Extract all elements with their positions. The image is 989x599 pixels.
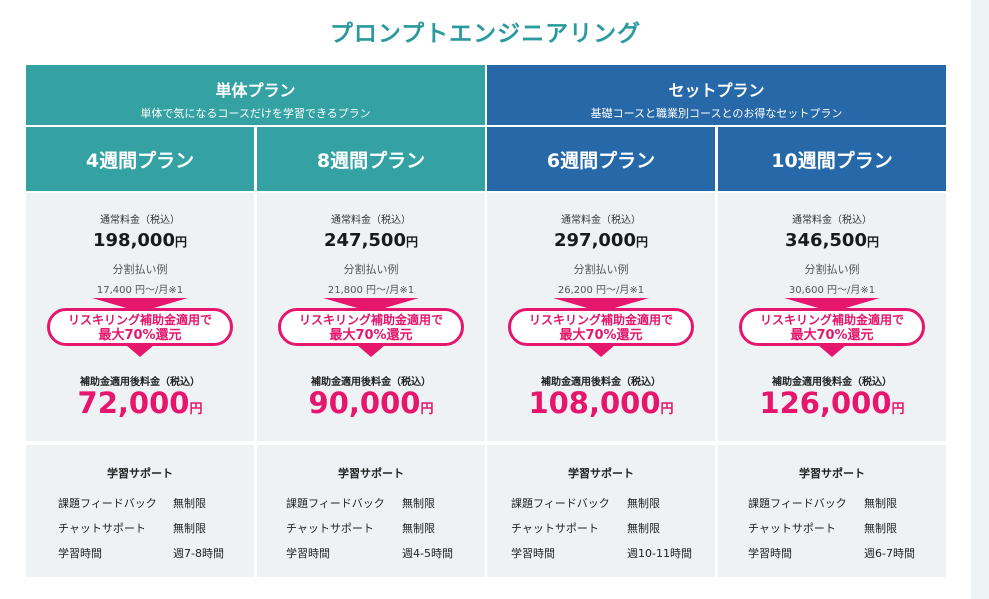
- feedback-value: 無制限: [402, 497, 435, 510]
- subsidy-badge: リスキリング補助金適用で 最大70%還元: [487, 298, 715, 357]
- subsidy-fee-label: 補助金適用後料金（税込）: [541, 377, 661, 388]
- plan-title: 6週間プラン: [487, 127, 715, 191]
- chat-label: チャットサポート: [748, 522, 836, 535]
- support-title: 学習サポート: [568, 467, 634, 480]
- feedback-label: 課題フィードバック: [511, 497, 610, 510]
- regular-price: 297,000円: [554, 230, 648, 251]
- plan-title: 10週間プラン: [718, 127, 946, 191]
- study-time-value: 週6-7時間: [864, 547, 915, 560]
- study-time-label: 学習時間: [286, 547, 330, 560]
- chat-label: チャットサポート: [511, 522, 599, 535]
- chat-value: 無制限: [173, 522, 206, 535]
- group-name: 単体プラン: [215, 81, 296, 100]
- group-header-single: 単体プラン 単体で気になるコースだけを学習できるプラン: [26, 65, 485, 125]
- subsidy-badge: リスキリング補助金適用で 最大70%還元: [26, 298, 254, 357]
- installment-value: 17,400 円〜/月※1: [96, 285, 184, 296]
- subsidy-fee-label: 補助金適用後料金（税込）: [772, 377, 892, 388]
- installment-value: 21,800 円〜/月※1: [327, 285, 415, 296]
- price-panel: 通常料金（税込） 297,000円 分割払い例 26,200 円〜/月※1 リス…: [487, 193, 715, 441]
- chat-label: チャットサポート: [58, 522, 146, 535]
- installment-label: 分割払い例: [804, 263, 860, 276]
- regular-fee-label: 通常料金（税込）: [331, 215, 411, 226]
- regular-fee-label: 通常料金（税込）: [792, 215, 872, 226]
- subsidy-price: 108,000円: [528, 386, 674, 420]
- subsidy-badge: リスキリング補助金適用で 最大70%還元: [718, 298, 946, 357]
- feedback-value: 無制限: [627, 497, 660, 510]
- support-panel: 学習サポート 課題フィードバック 無制限 チャットサポート 無制限 学習時間 週…: [26, 445, 254, 577]
- regular-price: 247,500円: [324, 230, 418, 251]
- subsidy-price: 126,000円: [759, 386, 905, 420]
- support-panel: 学習サポート 課題フィードバック 無制限 チャットサポート 無制限 学習時間 週…: [487, 445, 715, 577]
- feedback-value: 無制限: [173, 497, 206, 510]
- price-panel: 通常料金（税込） 346,500円 分割払い例 30,600 円〜/月※1 リス…: [718, 193, 946, 441]
- group-header-set: セットプラン 基礎コースと職業別コースとのお得なセットプラン: [487, 65, 946, 125]
- group-description: 基礎コースと職業別コースとのお得なセットプラン: [590, 107, 843, 120]
- installment-label: 分割払い例: [343, 263, 399, 276]
- regular-fee-label: 通常料金（税込）: [100, 215, 180, 226]
- study-time-label: 学習時間: [511, 547, 555, 560]
- feedback-label: 課題フィードバック: [286, 497, 385, 510]
- study-time-label: 学習時間: [58, 547, 102, 560]
- group-name: セットプラン: [668, 81, 765, 100]
- price-panel: 通常料金（税込） 247,500円 分割払い例 21,800 円〜/月※1 リス…: [257, 193, 485, 441]
- support-title: 学習サポート: [107, 467, 173, 480]
- subsidy-fee-label: 補助金適用後料金（税込）: [311, 377, 431, 388]
- chat-value: 無制限: [402, 522, 435, 535]
- chat-value: 無制限: [864, 522, 897, 535]
- installment-value: 26,200 円〜/月※1: [557, 285, 645, 296]
- study-time-label: 学習時間: [748, 547, 792, 560]
- scroll-gutter: [971, 0, 989, 599]
- chat-label: チャットサポート: [286, 522, 374, 535]
- regular-fee-label: 通常料金（税込）: [561, 215, 641, 226]
- group-description: 単体で気になるコースだけを学習できるプラン: [140, 107, 371, 120]
- feedback-value: 無制限: [864, 497, 897, 510]
- installment-label: 分割払い例: [112, 263, 168, 276]
- chat-value: 無制限: [627, 522, 660, 535]
- regular-price: 346,500円: [785, 230, 879, 251]
- subsidy-price: 90,000円: [308, 386, 434, 420]
- subsidy-badge: リスキリング補助金適用で 最大70%還元: [257, 298, 485, 357]
- support-panel: 学習サポート 課題フィードバック 無制限 チャットサポート 無制限 学習時間 週…: [257, 445, 485, 577]
- support-title: 学習サポート: [799, 467, 865, 480]
- support-panel: 学習サポート 課題フィードバック 無制限 チャットサポート 無制限 学習時間 週…: [718, 445, 946, 577]
- plan-title: 8週間プラン: [257, 127, 485, 191]
- support-title: 学習サポート: [338, 467, 404, 480]
- study-time-value: 週10-11時間: [627, 547, 692, 560]
- subsidy-fee-label: 補助金適用後料金（税込）: [80, 377, 200, 388]
- feedback-label: 課題フィードバック: [58, 497, 157, 510]
- installment-label: 分割払い例: [573, 263, 629, 276]
- study-time-value: 週4-5時間: [402, 547, 453, 560]
- subsidy-price: 72,000円: [77, 386, 203, 420]
- regular-price: 198,000円: [93, 230, 187, 251]
- price-panel: 通常料金（税込） 198,000円 分割払い例 17,400 円〜/月※1 リス…: [26, 193, 254, 441]
- page-title: プロンプトエンジニアリング: [329, 21, 642, 47]
- feedback-label: 課題フィードバック: [748, 497, 847, 510]
- plan-title: 4週間プラン: [26, 127, 254, 191]
- installment-value: 30,600 円〜/月※1: [788, 285, 876, 296]
- study-time-value: 週7-8時間: [173, 547, 224, 560]
